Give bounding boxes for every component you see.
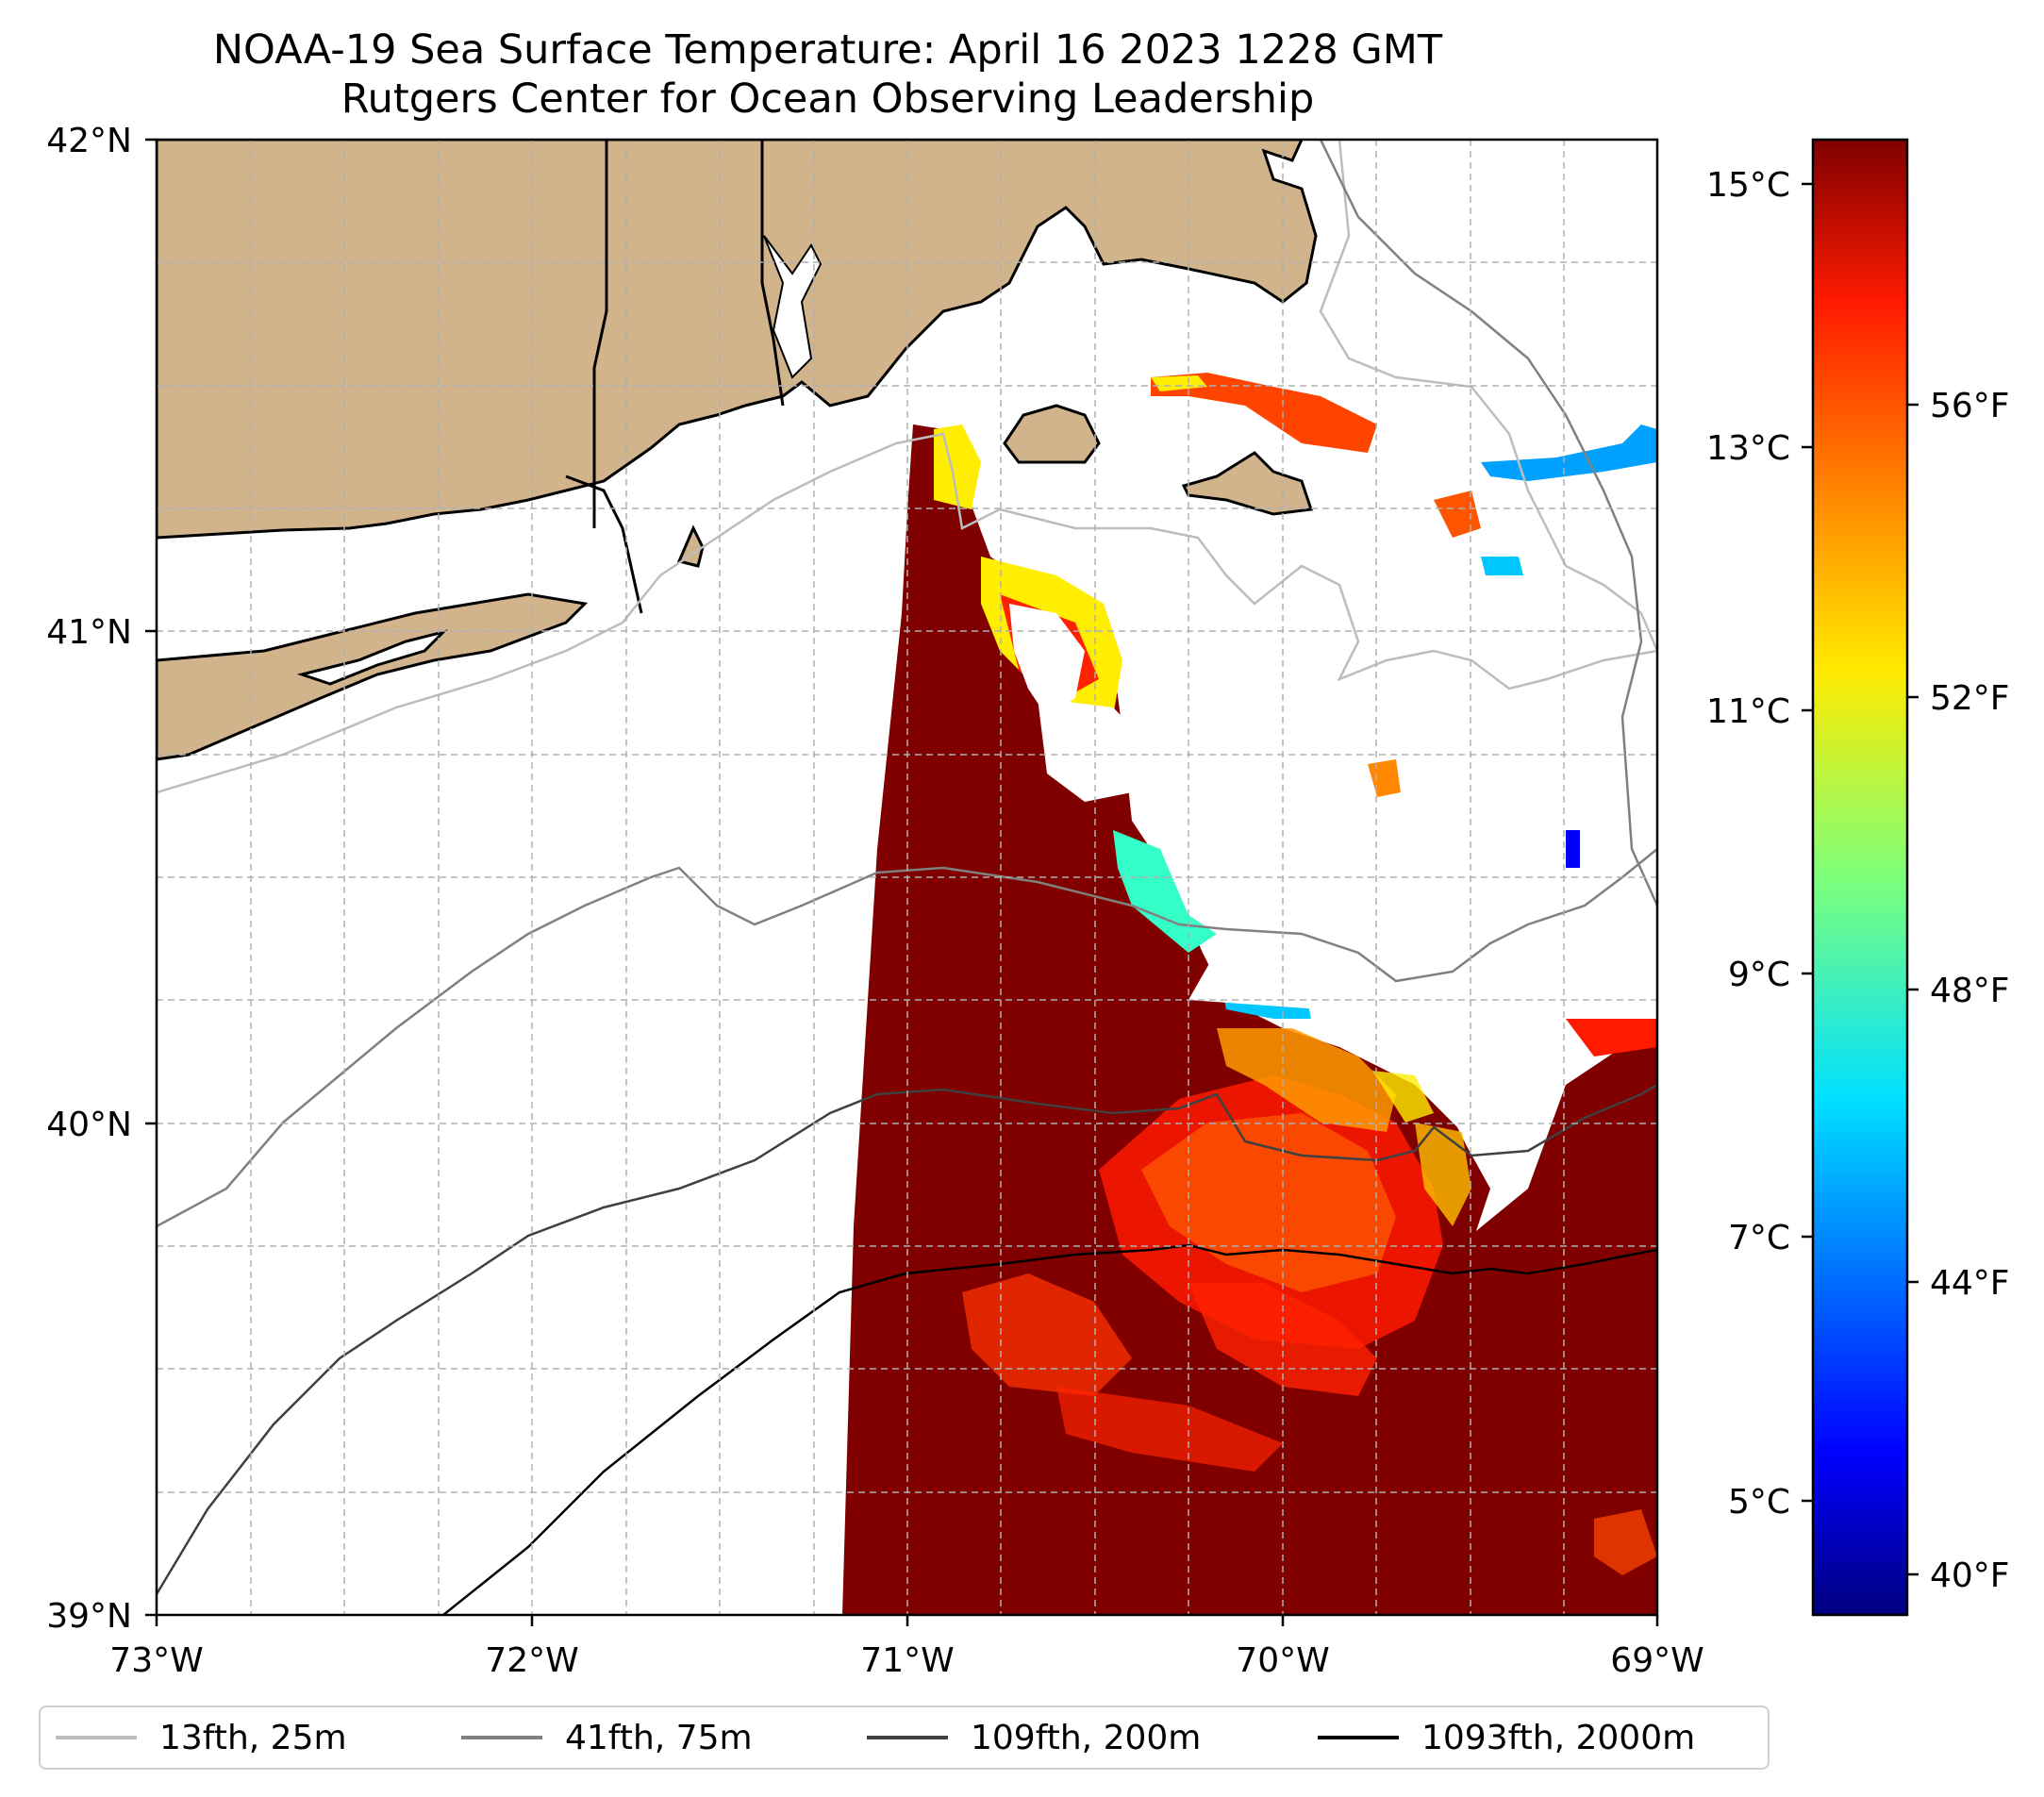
lon-tick-label: 71°W xyxy=(860,1641,954,1680)
legend-label: 109fth, 200m xyxy=(971,1718,1202,1757)
colorbar-tick-f: 48°F xyxy=(1930,972,2010,1010)
colorbar-tick-f: 52°F xyxy=(1930,679,2010,718)
colorbar xyxy=(1811,138,1909,1617)
colorbar-tick-c: 13°C xyxy=(1706,429,1790,468)
colorbar-c-labels: 15°C 13°C 11°C 9°C 7°C 5°C xyxy=(1706,166,1790,1522)
sst-raster xyxy=(842,373,1657,1615)
lon-tick-labels: 73°W 72°W 71°W 70°W 69°W xyxy=(109,1641,1703,1680)
land-masses xyxy=(157,140,1318,761)
lat-tick-label: 42°N xyxy=(46,122,132,160)
sst-map[interactable]: 73°W 72°W 71°W 70°W 69°W 42°N 41°N 40°N … xyxy=(0,0,2044,1703)
legend-line-icon xyxy=(56,1736,137,1739)
colorbar-tick-c: 7°C xyxy=(1728,1219,1790,1257)
lon-tick-label: 70°W xyxy=(1236,1641,1329,1680)
lat-tick-label: 41°N xyxy=(46,613,132,652)
axis-ticks xyxy=(145,138,1659,1626)
legend-label: 1093fth, 2000m xyxy=(1421,1718,1696,1757)
gridlines xyxy=(157,140,1657,1615)
lat-tick-label: 39°N xyxy=(46,1597,132,1636)
colorbar-f-labels: 56°F 52°F 48°F 44°F 40°F xyxy=(1930,387,2010,1595)
isobaths xyxy=(157,140,1657,1615)
colorbar-tick-f: 40°F xyxy=(1930,1556,2010,1595)
legend-item-25m: 13fth, 25m xyxy=(56,1707,347,1768)
lon-tick-label: 72°W xyxy=(485,1641,578,1680)
colorbar-tick-f: 56°F xyxy=(1930,387,2010,425)
colorbar-tick-c: 9°C xyxy=(1728,956,1790,994)
colorbar-ticks xyxy=(1802,182,1919,1576)
colorbar-tick-f: 44°F xyxy=(1930,1264,2010,1303)
legend-line-icon xyxy=(1318,1736,1399,1739)
lon-tick-label: 73°W xyxy=(109,1641,203,1680)
borders xyxy=(565,140,785,614)
colorbar-tick-c: 15°C xyxy=(1706,166,1790,205)
lon-tick-label: 69°W xyxy=(1610,1641,1703,1680)
legend-item-200m: 109fth, 200m xyxy=(867,1707,1201,1768)
legend-item-75m: 41fth, 75m xyxy=(461,1707,753,1768)
colorbar-tick-c: 11°C xyxy=(1706,692,1790,731)
colorbar-tick-c: 5°C xyxy=(1728,1483,1790,1522)
legend-line-icon xyxy=(867,1736,948,1739)
legend-label: 41fth, 75m xyxy=(565,1718,753,1757)
legend-label: 13fth, 25m xyxy=(159,1718,347,1757)
map-title: NOAA-19 Sea Surface Temperature: April 1… xyxy=(212,26,1443,74)
legend-line-icon xyxy=(461,1736,542,1739)
lat-tick-labels: 42°N 41°N 40°N 39°N xyxy=(46,122,132,1636)
map-subtitle: Rutgers Center for Ocean Observing Leade… xyxy=(341,75,1315,123)
legend-item-2000m: 1093fth, 2000m xyxy=(1318,1707,1695,1768)
isobath-legend: 13fth, 25m 41fth, 75m 109fth, 200m 1093f… xyxy=(39,1705,1770,1770)
lat-tick-label: 40°N xyxy=(46,1106,132,1144)
